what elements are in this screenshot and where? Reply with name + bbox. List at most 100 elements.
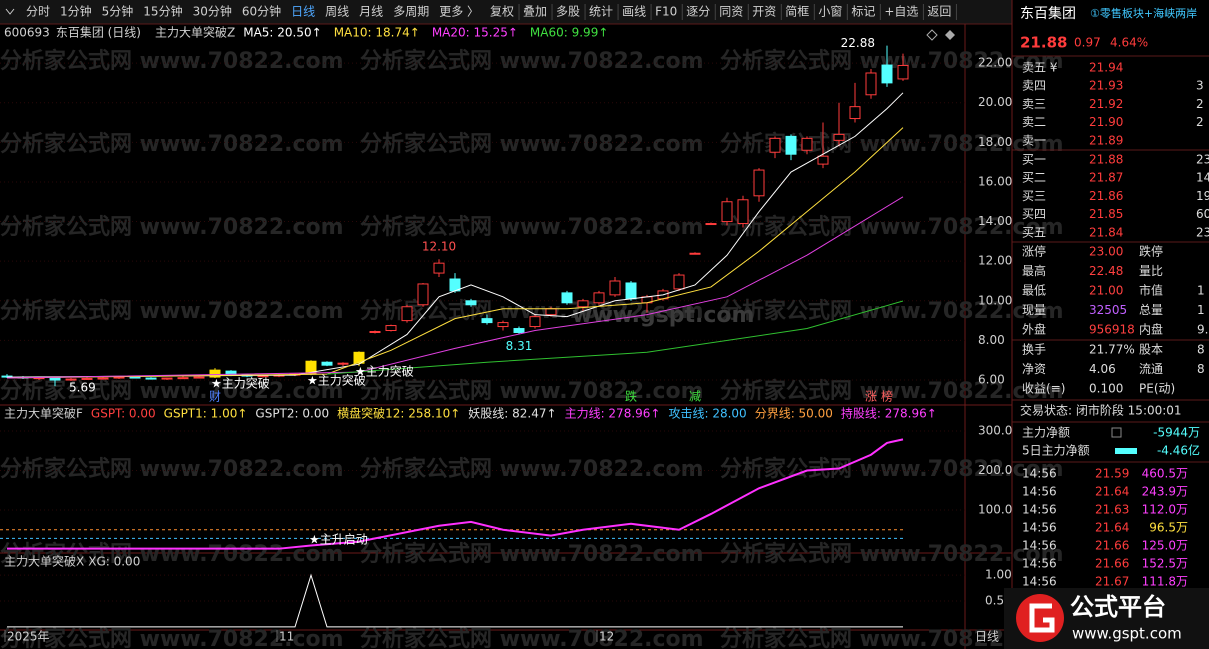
quote-text: 买四 xyxy=(1022,207,1046,221)
candle-body xyxy=(705,223,717,226)
candle-body xyxy=(897,64,909,80)
candle-body xyxy=(737,199,749,225)
toolbar-button[interactable]: F10 xyxy=(655,5,677,19)
y-tick-label: 16.00 xyxy=(978,174,1012,188)
candle-body xyxy=(753,169,765,197)
icon[interactable] xyxy=(926,29,938,41)
watermark: 分析家公式网 www.70822.com xyxy=(720,541,1064,567)
toolbar-button[interactable]: 15分钟 xyxy=(143,4,182,19)
quote-text: 14 xyxy=(1196,171,1209,185)
overlay: 分时 1分钟 5分钟 15分钟 30分钟 60分钟 日线 周线 月线 多周期 更多 〉复权 叠加 多股统… xyxy=(4,4,1209,649)
toolbar-button[interactable]: 简框 xyxy=(785,5,809,19)
candle-body xyxy=(97,377,109,380)
candle-body xyxy=(849,106,861,120)
toolbar-button[interactable]: 标记 xyxy=(851,5,875,19)
candle-body xyxy=(369,331,381,334)
quote-text: 21.84 xyxy=(1089,225,1123,239)
legend-label: GSPT1: 1.00↑ xyxy=(164,407,248,421)
watermark: 分析家公式网 www.70822.com xyxy=(360,378,704,404)
candle-body xyxy=(81,377,93,380)
candle-body xyxy=(769,137,781,153)
quote-text: 21.90 xyxy=(1089,115,1123,129)
candle-body xyxy=(577,300,589,308)
logo-url: www.gspt.com xyxy=(1072,625,1182,643)
toolbar-button[interactable]: 30分钟 xyxy=(193,4,232,19)
candle-body xyxy=(673,274,685,290)
quote-text: 21.66 xyxy=(1095,539,1129,553)
period-label[interactable]: 日线 xyxy=(975,630,999,644)
toolbar-button[interactable]: 5分钟 xyxy=(102,4,134,19)
toolbar-button[interactable]: 开资 xyxy=(752,5,776,19)
toolbar-button[interactable]: 分时 xyxy=(26,5,50,19)
date-label: 12 xyxy=(599,630,614,644)
legend-label: MA10: 18.74↑ xyxy=(334,26,420,40)
quote-text: 22.48 xyxy=(1089,264,1123,278)
watermark: 分析家公式网 www.70822.com xyxy=(0,131,344,157)
toolbar-button[interactable]: 1分钟 xyxy=(60,4,92,19)
toolbar-button[interactable]: 复权 xyxy=(490,5,514,19)
toolbar-button[interactable]: 多股 xyxy=(556,5,580,19)
legend-label: 主力线: 278.96↑ xyxy=(565,407,661,421)
quote-text: 买三 xyxy=(1022,189,1046,203)
quote-text: 21.89 xyxy=(1089,133,1123,147)
toolbar-button[interactable]: 日线 xyxy=(291,5,315,19)
quote-text: 换手 xyxy=(1022,343,1046,357)
toolbar-button[interactable]: 返回 xyxy=(927,5,951,19)
toolbar-button[interactable]: 更多 〉 xyxy=(439,5,479,19)
y-tick-label: 22.00 xyxy=(978,56,1012,70)
flow-icon[interactable] xyxy=(1111,427,1122,438)
candle-body xyxy=(193,376,205,379)
site-mark: www.gspt.com xyxy=(572,303,754,328)
toolbar-button[interactable]: 统计 xyxy=(589,5,613,19)
y-tick-label: 0.5 xyxy=(985,594,1004,608)
plots xyxy=(0,45,965,628)
quote-text: -4.46亿 xyxy=(1157,443,1200,458)
toolbar-button[interactable]: 画线 xyxy=(622,5,646,19)
candle-body xyxy=(529,316,541,328)
quote-text: 8 xyxy=(1197,362,1205,376)
legend-label: 主力大单突破Z xyxy=(155,25,235,40)
quote-text: PE(动) xyxy=(1139,382,1175,396)
toolbar-button[interactable]: 小窗 xyxy=(818,5,842,19)
quote-text: 21.92 xyxy=(1089,97,1123,111)
toolbar-button[interactable]: 叠加 xyxy=(523,5,547,19)
candle-body xyxy=(593,292,605,304)
quote-text: 14:56 xyxy=(1022,539,1057,553)
y-tick-label: 20.00 xyxy=(978,95,1012,109)
candle-body xyxy=(161,377,173,380)
legend-label: MA20: 15.25↑ xyxy=(432,26,518,40)
watermarks: 分析家公式网 www.70822.com 分析家公式网 www.70822.com… xyxy=(0,48,1064,649)
toolbar-button[interactable]: 逐分 xyxy=(686,5,710,19)
toolbar-button[interactable]: +自选 xyxy=(884,5,918,19)
quote-text: 21.88 xyxy=(1089,153,1123,167)
date-label: 11 xyxy=(279,630,294,644)
quote-text: 4.06 xyxy=(1089,362,1116,376)
legend-label: 600693 xyxy=(4,26,50,40)
quote-text: 跌停 xyxy=(1139,244,1163,259)
quote-text: 1 xyxy=(1197,284,1205,298)
quote-text: 21.63 xyxy=(1095,503,1129,517)
quote-text: 涨停 xyxy=(1022,244,1046,259)
toolbar-button[interactable]: 多周期 xyxy=(393,5,429,19)
quote-text: 14:56 xyxy=(1022,467,1057,481)
icon[interactable] xyxy=(945,30,955,40)
candle-body xyxy=(625,282,637,300)
toolbar-button[interactable]: 同资 xyxy=(719,5,743,19)
legend-label: GSPT2: 0.00 xyxy=(255,407,329,421)
quote-text: 买五 xyxy=(1022,225,1046,239)
quote-text: 2 xyxy=(1196,115,1204,129)
y-tick-label: 14.00 xyxy=(978,214,1012,228)
candle-body xyxy=(609,280,621,296)
candle-body xyxy=(545,308,557,316)
quote-text: 卖五 ¥ xyxy=(1022,61,1058,75)
toolbar-button[interactable]: 60分钟 xyxy=(242,4,281,19)
candle-body xyxy=(513,328,525,333)
toolbar-button[interactable]: 月线 xyxy=(359,5,383,19)
quote-text: 243.9万 xyxy=(1142,485,1188,499)
y-tick-label: 10.00 xyxy=(978,293,1012,307)
icon[interactable] xyxy=(5,8,15,15)
quote-text: 21.87 xyxy=(1089,171,1123,185)
quote-text: 152.5万 xyxy=(1142,557,1188,571)
toolbar-button[interactable]: 周线 xyxy=(325,5,349,19)
watermark: 分析家公式网 www.70822.com xyxy=(360,626,704,649)
